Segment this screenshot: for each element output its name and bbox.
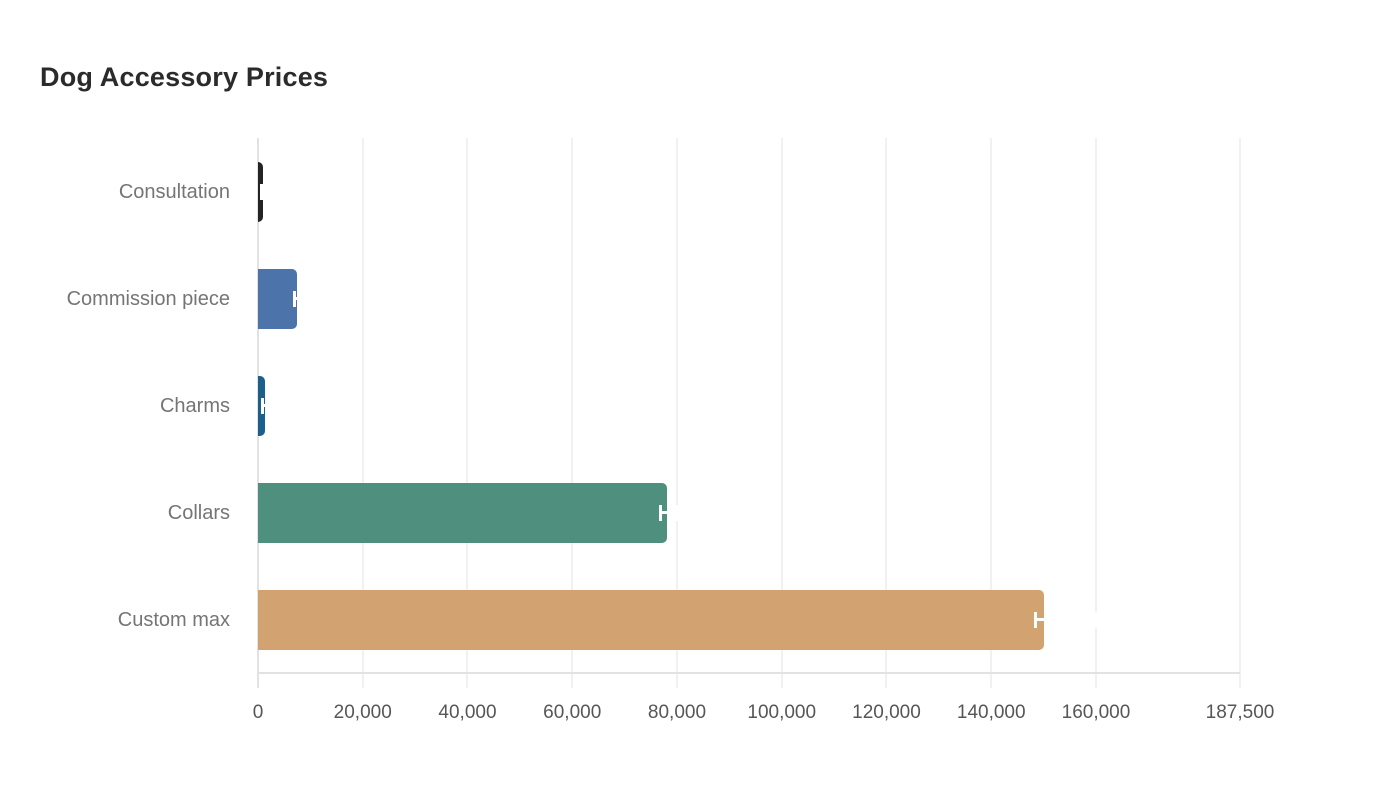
- x-tick-label: 160,000: [1061, 702, 1131, 723]
- y-category-label: Custom max: [117, 608, 230, 631]
- gridline: [1239, 138, 1241, 688]
- x-tick-label: 120,000: [852, 702, 921, 723]
- error-whisker: [1035, 618, 1096, 621]
- y-axis-labels: Consultation Commission piece Charms Collar…: [0, 138, 230, 673]
- y-category-label: Collars: [167, 501, 230, 524]
- x-axis-tick-labels: 0 20,000 40,000 60,000 80,000 100,000 120,000 1…: [0, 702, 1400, 732]
- gridline: [571, 138, 574, 688]
- error-whisker: [262, 404, 268, 407]
- error-cap: [263, 183, 267, 200]
- error-whisker: [294, 297, 300, 300]
- error-cap: [259, 183, 263, 200]
- bar-commission-piece: [258, 268, 297, 329]
- error-whisker: [660, 511, 677, 514]
- error-cap: [674, 504, 678, 521]
- x-tick-label: 60,000: [543, 702, 602, 723]
- x-tick-label: 100,000: [747, 702, 817, 723]
- y-category-label: Consultation: [118, 180, 230, 203]
- error-cap: [261, 397, 265, 414]
- y-category-label: Commission piece: [66, 287, 230, 310]
- plot-area: [257, 138, 1241, 688]
- gridline: [1094, 138, 1097, 688]
- error-cap: [1094, 611, 1098, 628]
- bar-custom-max: [258, 589, 1044, 650]
- error-cap: [297, 290, 301, 307]
- x-tick-label: 20,000: [333, 702, 392, 723]
- error-cap: [266, 397, 270, 414]
- x-tick-label: 40,000: [438, 702, 497, 723]
- gridline: [361, 138, 364, 688]
- y-category-label: Charms: [159, 394, 230, 417]
- error-whisker: [261, 190, 265, 193]
- x-tick-label: 80,000: [647, 702, 707, 723]
- x-tick-label: 0: [252, 702, 264, 723]
- error-cap: [658, 504, 662, 521]
- gridline: [466, 138, 469, 688]
- error-cap: [292, 290, 296, 307]
- bar-collars: [258, 482, 667, 543]
- gridline: [885, 138, 888, 688]
- x-axis-line: [258, 672, 1240, 674]
- chart-title: Dog Accessory Prices: [40, 62, 329, 92]
- gridline: [675, 138, 678, 688]
- x-tick-label: 140,000: [956, 702, 1026, 723]
- gridline: [990, 138, 993, 688]
- gridline: [780, 138, 783, 688]
- x-tick-label: 187,500: [1205, 702, 1275, 723]
- error-cap: [1034, 611, 1038, 628]
